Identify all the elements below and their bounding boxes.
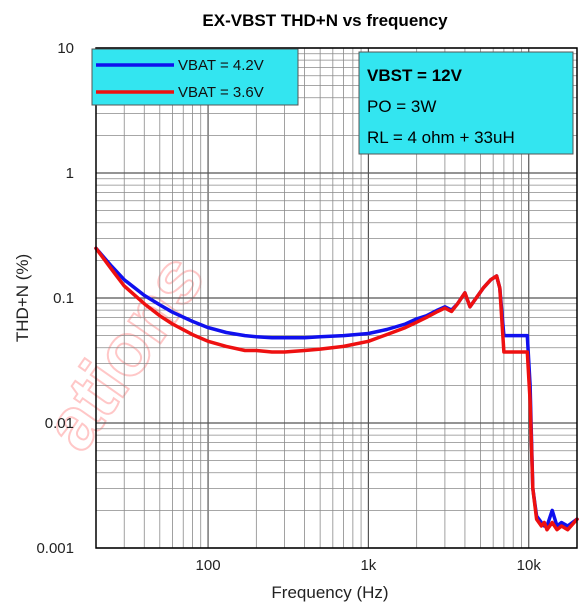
note-po: PO = 3W — [367, 97, 436, 116]
x-tick-label: 100 — [196, 557, 221, 574]
series-layer — [94, 246, 579, 532]
conditions-note: VBST = 12V PO = 3W RL = 4 ohm + 33uH — [358, 51, 574, 155]
y-tick-label: 0.001 — [36, 540, 74, 557]
x-tick-label: 1k — [360, 557, 376, 574]
y-axis-label: THD+N (%) — [13, 254, 32, 342]
note-rl: RL = 4 ohm + 33uH — [367, 128, 515, 147]
x-tick-label: 10k — [517, 557, 542, 574]
legend-background — [91, 48, 299, 106]
y-tick-label: 1 — [66, 165, 74, 182]
y-tick-label: 0.1 — [53, 290, 74, 307]
legend-label-vbat-3-6v: VBAT = 3.6V — [178, 84, 264, 101]
note-vbst: VBST = 12V — [367, 66, 463, 85]
chart-title: EX-VBST THD+N vs frequency — [202, 11, 448, 30]
series-line-vbat-3-6v — [94, 246, 579, 532]
plot-frame — [95, 47, 578, 549]
y-tick-label: 0.01 — [45, 415, 74, 432]
y-tick-labels: 0.001 0.01 0.1 1 10 — [36, 40, 74, 557]
legend-label-vbat-4-2v: VBAT = 4.2V — [178, 57, 264, 74]
x-tick-labels: 100 1k 10k — [196, 557, 542, 574]
legend: VBAT = 4.2V VBAT = 3.6V — [91, 48, 299, 106]
y-tick-label: 10 — [57, 40, 74, 57]
conditions-note-background — [358, 51, 574, 155]
x-axis-label: Frequency (Hz) — [271, 583, 388, 602]
